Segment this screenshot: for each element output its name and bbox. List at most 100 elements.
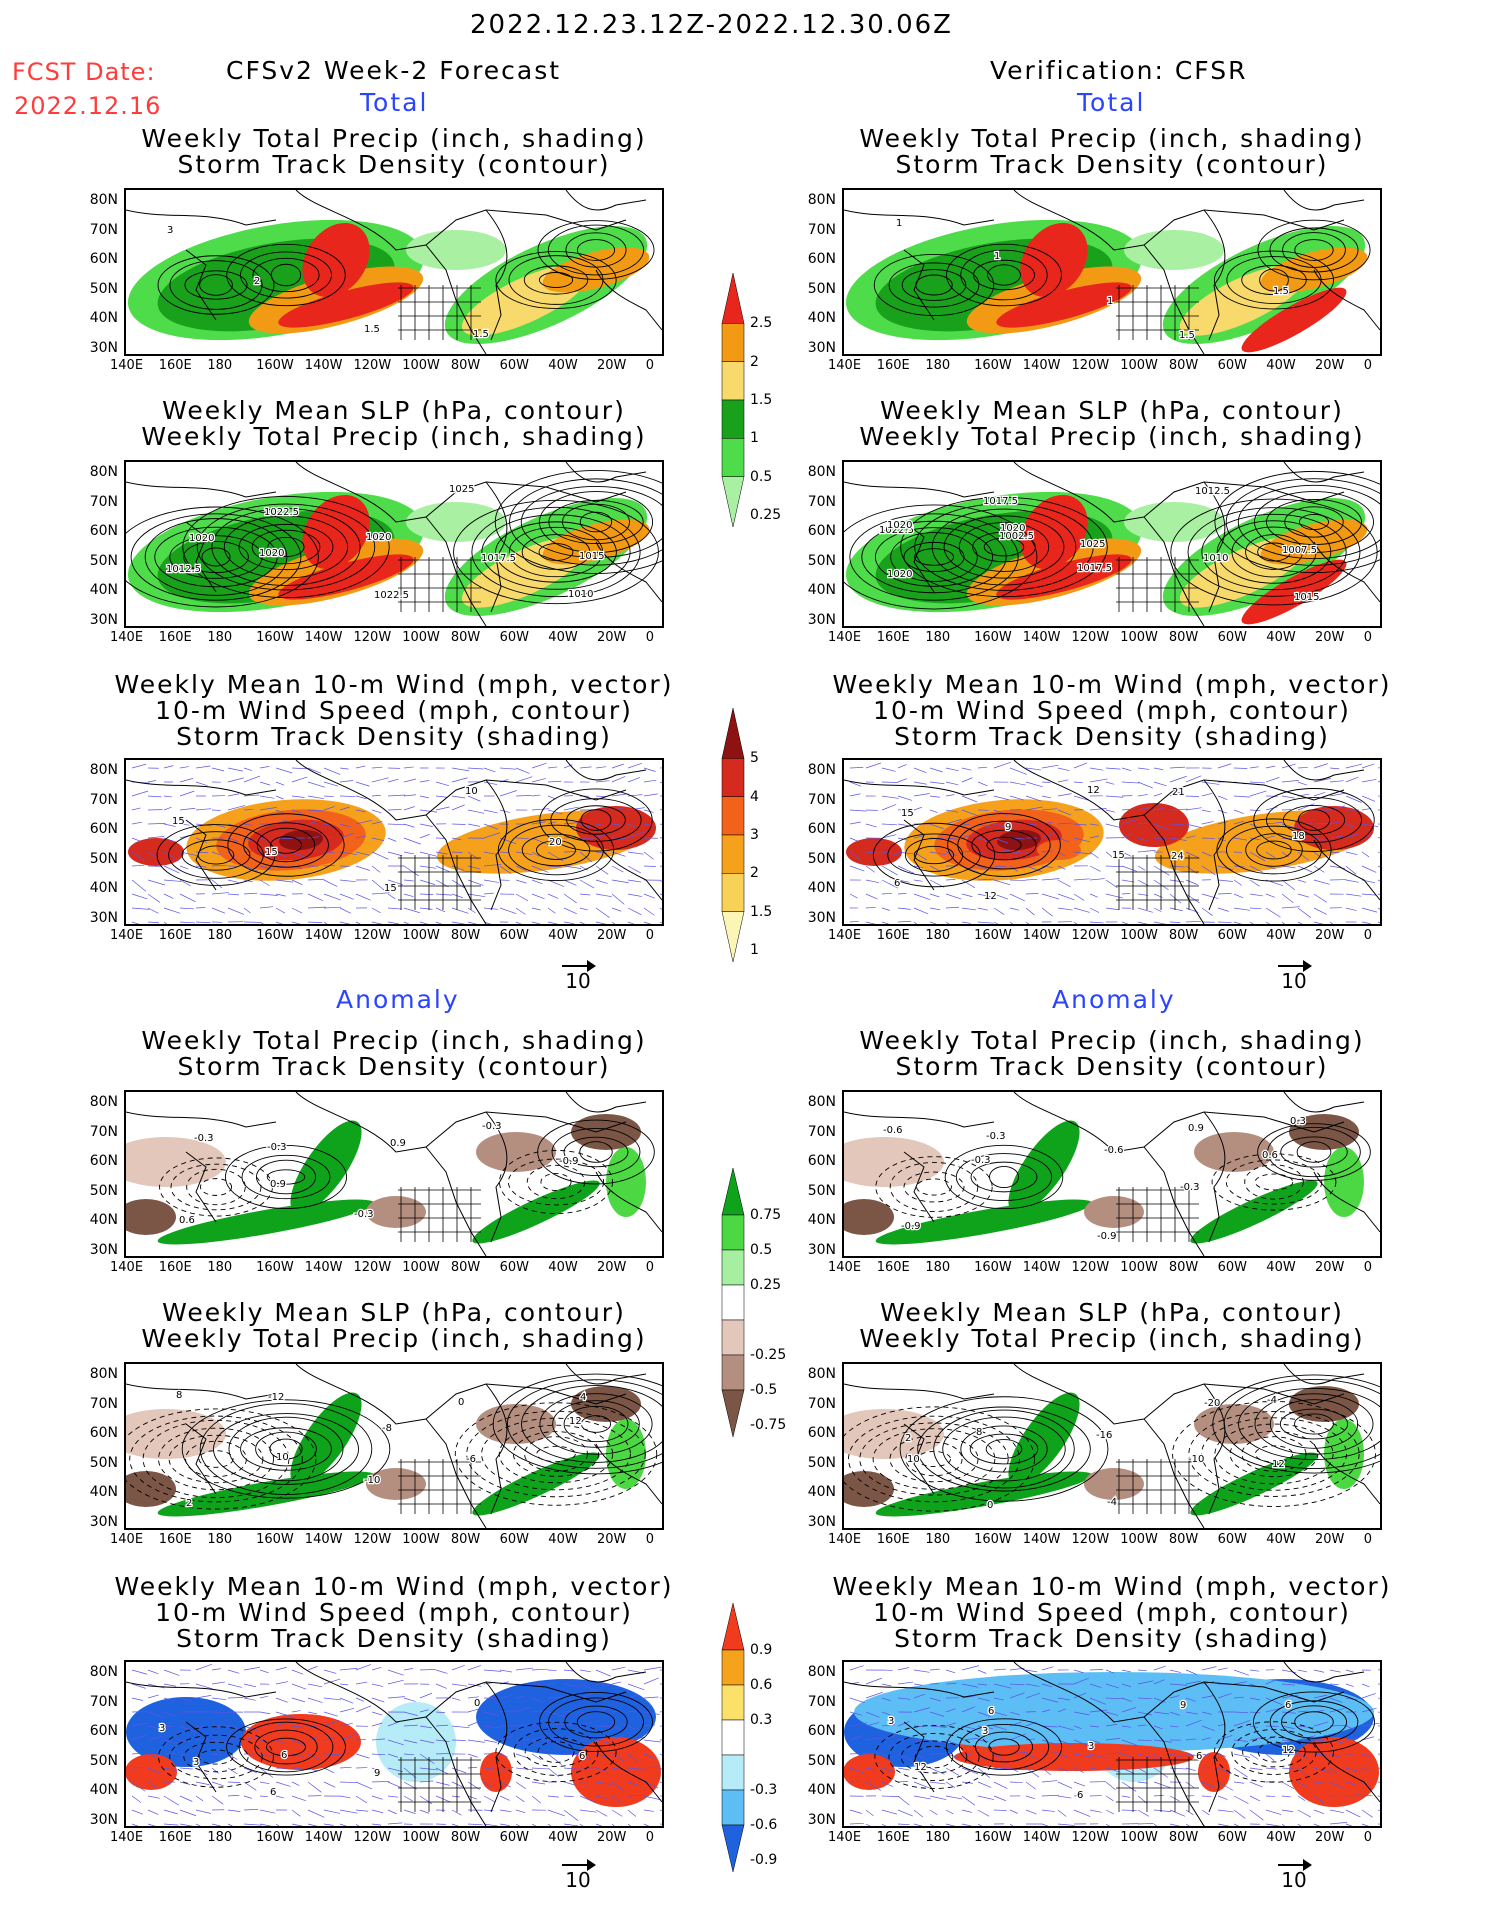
- wind-vector: [1265, 921, 1270, 924]
- wind-vector: [1249, 837, 1261, 841]
- wind-vector: [849, 793, 861, 797]
- wind-vector: [1361, 907, 1378, 913]
- wind-vector: [1089, 893, 1098, 898]
- wind-vector: [195, 851, 209, 854]
- wind-vector: [147, 795, 162, 798]
- longitude-label: 0: [1363, 358, 1372, 373]
- coastline: [425, 244, 487, 354]
- contour-line: [576, 239, 616, 261]
- wind-vector: [897, 920, 912, 923]
- wind-vector: [275, 1711, 293, 1718]
- wind-vector: [147, 1694, 159, 1699]
- wind-vector: [227, 793, 240, 797]
- contour-line: [900, 496, 1108, 598]
- wind-vector: [579, 921, 586, 924]
- wind-vector: [1025, 1781, 1036, 1790]
- wind-vector: [643, 779, 657, 783]
- longitude-label: 0: [1363, 1532, 1372, 1547]
- wind-vector: [1201, 907, 1213, 916]
- wind-vector: [1233, 820, 1245, 825]
- wind-vector: [977, 1725, 993, 1729]
- wind-vector: [1169, 1753, 1183, 1758]
- longitude-label: 0: [645, 1260, 654, 1275]
- wind-vector: [371, 794, 381, 797]
- coastline: [485, 779, 508, 911]
- wind-vector: [977, 1683, 988, 1686]
- wind-vector: [291, 1781, 300, 1786]
- wind-vector: [865, 1737, 882, 1741]
- contour-line: [1266, 498, 1362, 546]
- wind-vector: [163, 1795, 180, 1806]
- wind-vector: [1009, 1692, 1025, 1699]
- wind-vector: [403, 1724, 418, 1727]
- contour-value-label: 6: [1196, 1751, 1202, 1762]
- wind-vector: [483, 851, 496, 855]
- wind-vector: [1009, 879, 1026, 881]
- longitude-label: 80W: [450, 1532, 481, 1547]
- contour-value-label: 2: [186, 1498, 192, 1509]
- wind-vector: [849, 1752, 868, 1755]
- wind-vector: [163, 1697, 175, 1702]
- wind-vector: [611, 823, 625, 826]
- wind-vector: [1233, 1681, 1247, 1685]
- wind-vector: [961, 1767, 979, 1775]
- wind-vector: [1073, 762, 1088, 769]
- wind-vector: [865, 879, 880, 884]
- wind-vector: [227, 1809, 241, 1812]
- wind-vector: [1121, 1767, 1135, 1774]
- contour-line: [888, 262, 980, 308]
- wind-vector: [275, 1795, 284, 1799]
- wind-vector: [339, 1667, 358, 1671]
- wind-vector: [1377, 921, 1380, 924]
- wind-vector: [1329, 1753, 1340, 1758]
- wind-vector: [387, 1795, 399, 1798]
- wind-vector: [881, 1795, 899, 1797]
- coastline: [1313, 1443, 1380, 1505]
- longitude-label: 100W: [402, 358, 440, 373]
- latitude-label: 40N: [89, 1212, 118, 1228]
- wind-vector: [307, 1781, 322, 1793]
- wind-vector: [419, 921, 429, 924]
- wind-vector: [1041, 821, 1053, 825]
- wind-vector: [1313, 1682, 1324, 1685]
- wind-vector: [1089, 1739, 1100, 1743]
- wind-vector: [355, 1681, 368, 1685]
- wind-vector: [897, 907, 911, 910]
- contour-value-label: -4: [1267, 1395, 1277, 1406]
- wind-vector: [147, 1753, 158, 1758]
- wind-vector: [259, 1767, 274, 1778]
- longitude-label: 140W: [1022, 1532, 1061, 1547]
- wind-vector: [659, 893, 662, 895]
- wind-vector: [131, 821, 142, 825]
- colorbar-label: 0.6: [750, 1677, 773, 1693]
- wind-vector: [1233, 1809, 1246, 1819]
- wind-vector: [291, 1767, 301, 1769]
- longitude-label: 40W: [548, 1830, 578, 1845]
- wind-vector: [881, 1781, 894, 1787]
- wind-vector: [1217, 837, 1226, 842]
- wind-vector: [611, 893, 625, 905]
- coastline: [1283, 1662, 1365, 1683]
- panel-title-line: Storm Track Density (contour): [177, 150, 611, 179]
- longitude-label: 100W: [1120, 630, 1158, 645]
- wind-vector: [643, 1823, 650, 1826]
- wind-vector: [611, 1795, 622, 1803]
- longitude-label: 160W: [256, 358, 294, 373]
- colorbar-label: 5: [750, 750, 759, 767]
- wind-vector: [371, 907, 381, 914]
- contour-line: [988, 1738, 1020, 1756]
- wind-vector: [1313, 1669, 1325, 1673]
- contour-value-label: -8: [382, 1423, 392, 1434]
- wind-vector: [1217, 907, 1229, 912]
- coastline: [126, 1681, 277, 1698]
- contour-line: [226, 243, 346, 307]
- wind-vector: [1153, 767, 1164, 771]
- wind-vector: [163, 1669, 180, 1676]
- wind-vector: [1025, 878, 1038, 881]
- wind-vector: [1105, 1795, 1114, 1802]
- wind-vector: [403, 778, 417, 783]
- contour-value-label: 1017.5: [481, 553, 516, 564]
- contour-value-label: 0.9: [390, 1138, 406, 1149]
